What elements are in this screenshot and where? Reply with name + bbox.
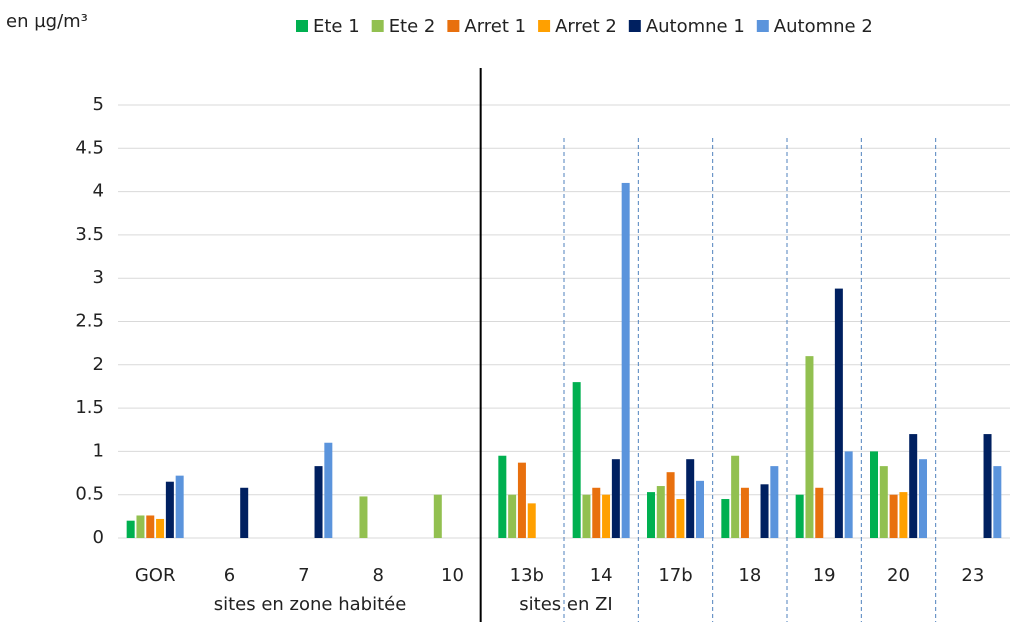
legend-swatch (447, 20, 460, 32)
bar (572, 382, 581, 538)
bar (805, 356, 814, 538)
bar (165, 481, 174, 538)
x-tick-label: 14 (590, 565, 613, 586)
bar (879, 466, 888, 538)
bar (156, 518, 165, 538)
bar (621, 182, 630, 538)
bar (993, 466, 1002, 538)
bar (870, 451, 878, 538)
bar (433, 494, 442, 538)
bar (592, 487, 601, 538)
legend-swatch (756, 20, 769, 32)
bar (314, 466, 323, 538)
bar (909, 434, 918, 538)
legend-label: Ete 2 (389, 16, 436, 37)
x-tick-label: 23 (961, 565, 984, 586)
x-tick-label: 8 (372, 565, 383, 586)
bar (602, 494, 611, 538)
y-tick-label: 2 (93, 354, 104, 375)
bar (721, 499, 730, 538)
legend-label: Automne 1 (646, 16, 745, 37)
bar (611, 459, 620, 538)
x-tick-label: GOR (135, 565, 176, 586)
bar (760, 484, 769, 538)
bar (240, 487, 249, 538)
x-tick-label: 17b (658, 565, 692, 586)
y-tick-label: 4.5 (75, 137, 104, 158)
bar (359, 496, 368, 538)
y-tick-label: 4 (93, 181, 104, 202)
bar (740, 487, 749, 538)
bar (498, 455, 507, 538)
bar (656, 486, 665, 538)
bar (795, 494, 804, 538)
bar (324, 442, 333, 538)
y-tick-label: 3 (93, 267, 104, 288)
y-tick-label: 5 (93, 94, 104, 115)
bar (696, 480, 704, 538)
bar (686, 459, 695, 538)
bar (731, 455, 740, 538)
bar (175, 475, 184, 538)
x-tick-label: 20 (887, 565, 910, 586)
bar (899, 492, 908, 538)
bar (770, 466, 779, 538)
bar (508, 494, 517, 538)
bar (527, 503, 536, 538)
bar (126, 520, 135, 538)
legend-label: Ete 1 (313, 16, 360, 37)
bar (834, 288, 843, 538)
bar (815, 487, 824, 538)
x-tick-label: 6 (224, 565, 235, 586)
x-tick-label: 7 (298, 565, 309, 586)
y-tick-label: 2.5 (75, 311, 104, 332)
legend-swatch (628, 20, 641, 32)
legend-label: Automne 2 (774, 16, 873, 37)
y-tick-label: 1 (93, 440, 104, 461)
bar (844, 451, 853, 538)
bar (136, 515, 145, 538)
group-label: sites en zone habitée (214, 594, 407, 615)
x-tick-label: 10 (441, 565, 464, 586)
y-tick-label: 1.5 (75, 397, 104, 418)
y-tick-label: 0.5 (75, 484, 104, 505)
bar (666, 472, 675, 538)
legend-swatch (371, 20, 384, 32)
legend-swatch (538, 20, 551, 32)
x-tick-label: 13b (510, 565, 544, 586)
legend-swatch (296, 20, 308, 32)
x-tick-label: 19 (813, 565, 836, 586)
y-axis-label: en µg/m³ (6, 11, 88, 32)
x-tick-label: 18 (738, 565, 761, 586)
legend-label: Arret 1 (464, 16, 526, 37)
bar (517, 462, 526, 538)
group-label: sites en ZI (519, 594, 612, 615)
bar (676, 499, 685, 538)
bar (983, 434, 992, 538)
y-tick-label: 0 (93, 527, 104, 548)
bar (582, 494, 591, 538)
legend-label: Arret 2 (555, 16, 617, 37)
bar (919, 459, 927, 538)
y-tick-label: 3.5 (75, 224, 104, 245)
bar (146, 515, 155, 538)
bar (647, 492, 655, 538)
bar (889, 494, 898, 538)
